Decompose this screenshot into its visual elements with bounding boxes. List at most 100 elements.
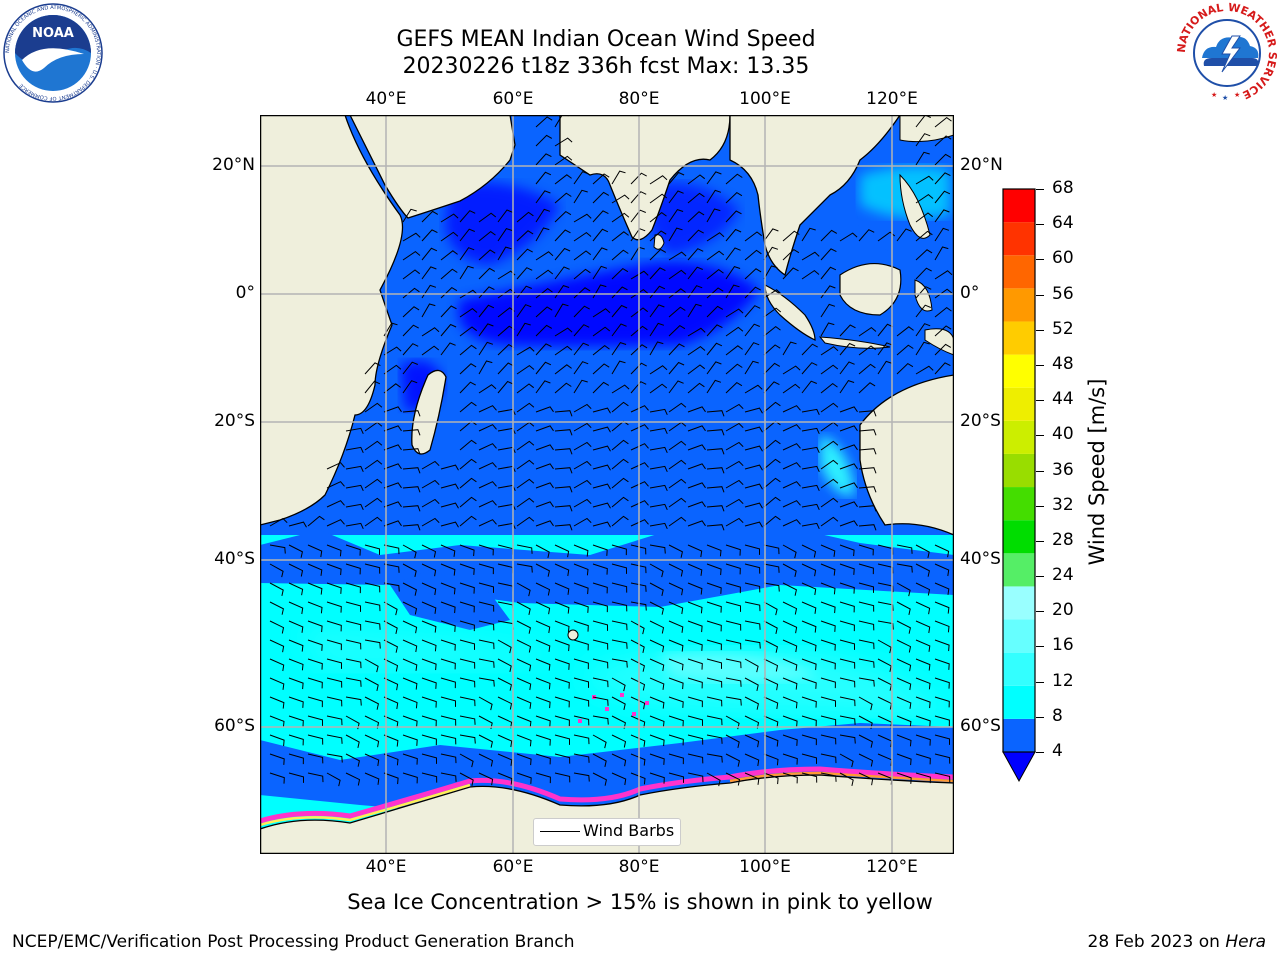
- wind-barb: [535, 639, 551, 652]
- wind-barb: [269, 639, 285, 653]
- wind-barb: [516, 516, 535, 527]
- wind-barb: [687, 364, 706, 375]
- wind-barb: [592, 326, 611, 337]
- wind-barb: [402, 582, 417, 596]
- wind-barb: [706, 734, 723, 744]
- wind-barb: [858, 753, 874, 767]
- wind-barb: [839, 620, 855, 632]
- wind-barb: [345, 620, 362, 631]
- wind-barb: [725, 173, 743, 185]
- wind-barb: [706, 208, 721, 223]
- wind-barb: [839, 563, 855, 575]
- wind-barb: [668, 440, 687, 451]
- wind-barb: [687, 382, 705, 394]
- wind-barb: [858, 486, 877, 493]
- wind-barb: [839, 658, 856, 669]
- wind-barb: [440, 231, 459, 242]
- wind-barb: [706, 505, 725, 512]
- wind-barb: [706, 410, 725, 417]
- wind-barb: [326, 544, 342, 557]
- wind-barb: [839, 715, 856, 725]
- wind-barb: [573, 268, 591, 280]
- wind-barb: [535, 116, 553, 128]
- wind-barb: [440, 521, 459, 528]
- wind-barb: [459, 265, 474, 280]
- wind-barb: [801, 753, 817, 764]
- wind-barb: [611, 304, 628, 318]
- wind-barb: [611, 563, 627, 574]
- wind-barb: [744, 502, 763, 509]
- gridlines: [260, 115, 954, 854]
- wind-barb: [288, 620, 304, 633]
- wind-barb: [535, 406, 554, 413]
- wind-barb: [839, 501, 858, 508]
- wind-barb: [440, 620, 456, 632]
- wind-barb: [573, 422, 592, 432]
- wind-barb: [820, 346, 839, 356]
- wind-barb: [915, 212, 934, 223]
- colorbar-tick-label: 68: [1052, 178, 1074, 198]
- credit-date: 28 Feb 2023 on: [1087, 932, 1220, 952]
- wind-barb: [535, 380, 551, 394]
- wind-barb: [307, 515, 325, 527]
- wind-barb: [706, 677, 723, 688]
- wind-barb: [440, 268, 458, 280]
- colorbar-band: [1003, 553, 1035, 587]
- wind-barb: [402, 486, 421, 493]
- wind-barb: [725, 381, 743, 394]
- wind-barb: [706, 639, 722, 651]
- wind-barb: [459, 439, 477, 451]
- wind-barb: [763, 344, 781, 356]
- wind-barb: [421, 620, 437, 633]
- wind-barb: [820, 459, 839, 470]
- wind-barb: [687, 266, 703, 280]
- blue-patch-kerguelen: [390, 570, 510, 630]
- wind-barb: [782, 500, 801, 508]
- wind-barb: [535, 190, 551, 204]
- wind-barb: [364, 696, 379, 710]
- wind-barb: [630, 772, 646, 785]
- wind-barb: [478, 230, 496, 242]
- wind-speed-map: [260, 115, 954, 854]
- wind-barb: [668, 380, 684, 394]
- wind-barb: [858, 326, 877, 337]
- lat-tick-right: 40°S: [960, 549, 1001, 569]
- wind-barb: [839, 753, 854, 768]
- wind-barb: [858, 639, 875, 650]
- wind-barb: [782, 696, 798, 709]
- wind-barb: [554, 486, 573, 493]
- wind-barb: [668, 497, 687, 508]
- colorbar-tick-label: 12: [1052, 670, 1074, 691]
- colorbar-band: [1003, 718, 1035, 752]
- wind-barb: [839, 361, 855, 375]
- wind-barb: [592, 521, 611, 528]
- wind-barb: [649, 465, 668, 473]
- wind-barb: [402, 505, 421, 512]
- wind-barb: [516, 582, 531, 597]
- wind-barb: [725, 460, 744, 470]
- wind-barb: [896, 601, 911, 616]
- wind-barb: [763, 439, 781, 451]
- wind-barb: [440, 483, 459, 490]
- wind-barb: [839, 425, 858, 432]
- wind-barb: [915, 304, 931, 318]
- wind-barb: [535, 753, 551, 765]
- title-line-1: GEFS MEAN Indian Ocean Wind Speed: [396, 27, 816, 52]
- wind-barb: [554, 620, 570, 633]
- wind-barb: [649, 715, 665, 728]
- wind-barb: [345, 582, 361, 594]
- colorbar-tick-mark: [1036, 294, 1044, 296]
- wind-barb: [687, 696, 703, 708]
- land-antarctica: [260, 774, 954, 854]
- wind-barb: [725, 582, 741, 594]
- wind-barb: [877, 360, 893, 375]
- wind-barb: [459, 601, 475, 613]
- wind-barb: [744, 323, 760, 337]
- wind-barb: [573, 361, 589, 375]
- wind-barb: [554, 696, 570, 708]
- wind-barb: [364, 516, 383, 527]
- wind-barb: [402, 677, 418, 690]
- wind-barb: [345, 696, 362, 706]
- wind-barb: [668, 658, 684, 671]
- wind-barb: [668, 696, 684, 708]
